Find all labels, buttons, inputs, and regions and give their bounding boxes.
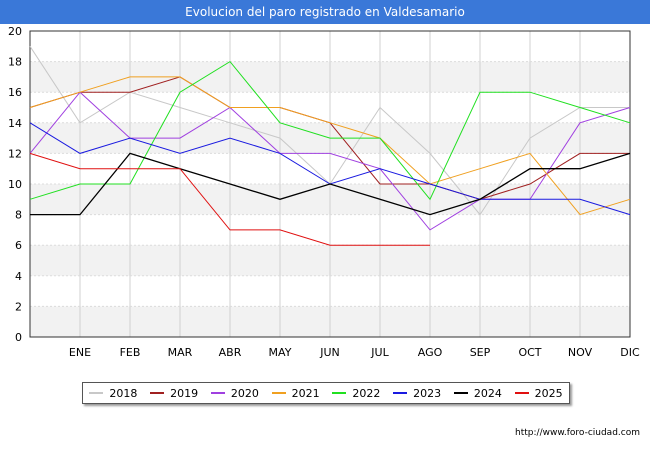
x-tick-label: ENE [69, 346, 91, 359]
y-tick-label: 20 [8, 25, 22, 38]
plot-border [29, 30, 631, 338]
x-tick-label: DIC [620, 346, 640, 359]
series-line-2024 [30, 152, 631, 216]
x-tick-label: MAR [168, 346, 193, 359]
legend-item-2021: 2021 [271, 386, 320, 400]
chart-title: Evolucion del paro registrado en Valdesa… [0, 0, 650, 24]
legend-item-2018: 2018 [89, 387, 137, 400]
series-line-2025 [29, 152, 430, 246]
legend-item-2025: 2025 [514, 386, 563, 400]
legend-label: 2022 [352, 386, 381, 400]
legend: 2018 2019 2020 2021 2022 2023 2024 2025 [82, 382, 570, 404]
legend-swatch [393, 392, 408, 394]
x-tick-label: ABR [219, 346, 242, 359]
x-tick-label: JUN [319, 346, 340, 359]
y-tick-label: 18 [8, 56, 22, 69]
legend-swatch [89, 392, 104, 394]
legend-item-2024: 2024 [453, 386, 502, 400]
y-tick-label: 8 [15, 209, 22, 222]
legend-swatch [332, 392, 347, 394]
legend-label: 2021 [291, 386, 320, 400]
series-lines [29, 46, 631, 246]
y-tick-label: 4 [15, 270, 22, 283]
y-axis: 0 2 4 6 8 10 12 14 16 18 20 [8, 25, 22, 344]
y-tick-label: 6 [15, 239, 22, 252]
legend-label: 2018 [109, 386, 138, 400]
y-tick-label: 2 [15, 300, 22, 313]
legend-swatch [453, 392, 468, 394]
x-tick-label: SEP [470, 346, 491, 359]
series-line-2022 [29, 60, 631, 201]
legend-label: 2019 [170, 386, 199, 400]
x-tick-label: FEB [120, 346, 141, 359]
y-tick-label: 0 [15, 331, 22, 344]
y-tick-label: 12 [8, 147, 22, 160]
legend-swatch [150, 392, 165, 394]
legend-swatch [514, 392, 529, 394]
x-tick-label: AGO [418, 346, 443, 359]
legend-item-2019: 2019 [150, 387, 198, 400]
x-tick-label: NOV [568, 346, 593, 359]
legend-item-2022: 2022 [332, 387, 380, 400]
legend-swatch [271, 392, 286, 394]
x-tick-label: MAY [269, 346, 292, 359]
legend-label: 2023 [413, 386, 442, 400]
legend-item-2020: 2020 [210, 386, 259, 400]
legend-swatch [210, 392, 225, 394]
x-axis: ENE FEB MAR ABR MAY JUN JUL AGO SEP OCT NOV DIC [69, 346, 640, 359]
y-tick-label: 16 [8, 86, 22, 99]
series-line-2021 [29, 76, 631, 216]
x-tick-label: OCT [518, 346, 541, 359]
source-url[interactable]: http://www.foro-ciudad.com [515, 428, 640, 438]
legend-label: 2024 [473, 386, 502, 400]
y-tick-label: 10 [8, 178, 22, 191]
legend-item-2023: 2023 [393, 387, 441, 400]
legend-label: 2020 [230, 386, 259, 400]
legend-label: 2025 [534, 386, 563, 400]
x-tick-label: JUL [370, 346, 389, 359]
y-tick-label: 14 [8, 117, 22, 130]
